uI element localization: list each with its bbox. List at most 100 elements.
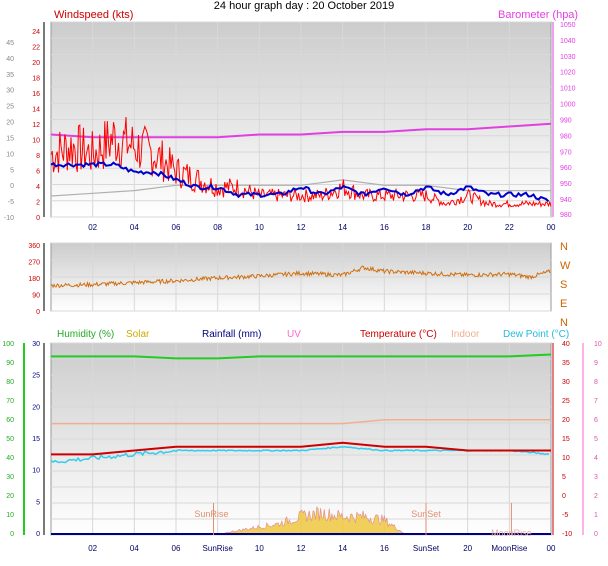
- wind-outer-tick: 30: [6, 88, 14, 95]
- humidity-tick: 70: [6, 398, 14, 405]
- humidity-tick: 80: [6, 379, 14, 386]
- temp-x-tick: SunSet: [413, 544, 440, 553]
- wind-x-tick: 22: [505, 223, 514, 232]
- temperature-tick: 15: [562, 436, 570, 443]
- wind-x-tick: 18: [422, 223, 431, 232]
- windspeed-tick: 6: [36, 169, 40, 176]
- barometer-tick: 1000: [560, 102, 576, 109]
- rain-tick: 30: [32, 341, 40, 348]
- rain-tick: 25: [32, 373, 40, 380]
- temp-x-tick: 12: [297, 544, 306, 553]
- temperature-tick: 20: [562, 417, 570, 424]
- rain-tick: 10: [32, 468, 40, 475]
- wind-x-tick: 12: [297, 223, 306, 232]
- temp-x-tick: 02: [88, 544, 97, 553]
- temp-x-tick: 06: [172, 544, 181, 553]
- humidity-tick: 20: [6, 493, 14, 500]
- temp-x-tick: 20: [463, 544, 472, 553]
- wind-outer-tick: 35: [6, 72, 14, 79]
- rain-tick: 0: [36, 531, 40, 538]
- compass-label: N: [560, 241, 568, 253]
- barometer-tick: 990: [560, 117, 572, 124]
- barometer-tick: 960: [560, 165, 572, 172]
- uv-tick: 5: [594, 436, 598, 443]
- windspeed-tick: 0: [36, 215, 40, 222]
- wind-outer-tick: -10: [4, 215, 14, 222]
- temp-x-tick: 10: [255, 544, 264, 553]
- temp-x-tick: MoonRise: [491, 544, 528, 553]
- wind-outer-tick: 20: [6, 120, 14, 127]
- rainfall-label: Rainfall (mm): [202, 329, 261, 340]
- temperature-label: Temperature (°C): [360, 329, 437, 340]
- direction-tick: 270: [28, 260, 40, 267]
- direction-tick: 180: [28, 276, 40, 283]
- barometer-tick: 1030: [560, 54, 576, 61]
- uv-tick: 1: [594, 512, 598, 519]
- gust-line: [50, 161, 550, 203]
- uv-tick: 0: [594, 531, 598, 538]
- sunset-label: SunSet: [411, 509, 441, 519]
- direction-tick: 90: [32, 293, 40, 300]
- rain-tick: 20: [32, 404, 40, 411]
- barometer-tick: 940: [560, 197, 572, 204]
- wind-x-tick: 16: [380, 223, 389, 232]
- barometer-tick: 980: [560, 133, 572, 140]
- wind-x-tick: 20: [463, 223, 472, 232]
- compass-label: W: [560, 260, 571, 272]
- uv-tick: 7: [594, 398, 598, 405]
- compass-label: E: [560, 298, 567, 310]
- windspeed-tick: 12: [32, 122, 40, 129]
- sunrise-label: SunRise: [194, 509, 228, 519]
- uv-tick: 8: [594, 379, 598, 386]
- wind-x-tick: 04: [130, 223, 139, 232]
- wind-outer-tick: -5: [8, 199, 14, 206]
- temp-x-tick: SunRise: [203, 544, 234, 553]
- wind-x-tick: 02: [88, 223, 97, 232]
- direction-line: [50, 265, 551, 289]
- barometer-tick: 970: [560, 149, 572, 156]
- windspeed-label: Windspeed (kts): [54, 9, 133, 21]
- temp-x-tick: 04: [130, 544, 139, 553]
- humidity-tick: 10: [6, 512, 14, 519]
- uv-tick: 6: [594, 417, 598, 424]
- temperature-tick: 10: [562, 455, 570, 462]
- windspeed-tick: 24: [32, 29, 40, 36]
- windspeed-tick: 2: [36, 200, 40, 207]
- temp-x-tick: 14: [338, 544, 347, 553]
- barometer-tick: 950: [560, 181, 572, 188]
- windspeed-tick: 4: [36, 184, 40, 191]
- wind-outer-tick: 5: [10, 167, 14, 174]
- temperature-tick: 30: [562, 379, 570, 386]
- barometer-line: [50, 122, 552, 139]
- barometer-label: Barometer (hpa): [498, 9, 578, 21]
- moonrise-label: MoonRise: [491, 528, 532, 538]
- windspeed-tick: 10: [32, 138, 40, 145]
- temperature-tick: 40: [562, 341, 570, 348]
- uv-tick: 4: [594, 455, 598, 462]
- windspeed-tick: 20: [32, 60, 40, 67]
- temperature-tick: 35: [562, 360, 570, 367]
- indoor-label: Indoor: [451, 329, 480, 340]
- wind-outer-tick: 0: [10, 183, 14, 190]
- barometer-tick: 1040: [560, 38, 576, 45]
- windspeed-tick: 14: [32, 107, 40, 114]
- rain-tick: 15: [32, 436, 40, 443]
- direction-tick: 360: [28, 243, 40, 250]
- indoor-line: [51, 419, 551, 425]
- compass-label: S: [560, 279, 567, 291]
- solar-area: [221, 506, 407, 535]
- uv-tick: 3: [594, 474, 598, 481]
- barometer-tick: 1010: [560, 86, 576, 93]
- wind-x-tick: 00: [547, 223, 556, 232]
- wind-outer-tick: 45: [6, 40, 14, 47]
- barometer-tick: 1050: [560, 22, 576, 29]
- direction-tick: 0: [36, 309, 40, 316]
- windspeed-tick: 16: [32, 91, 40, 98]
- wind-x-tick: 10: [255, 223, 264, 232]
- wind-outer-tick: 25: [6, 104, 14, 111]
- humidity-tick: 30: [6, 474, 14, 481]
- humidity-tick: 100: [2, 341, 14, 348]
- temperature-line: [51, 441, 551, 456]
